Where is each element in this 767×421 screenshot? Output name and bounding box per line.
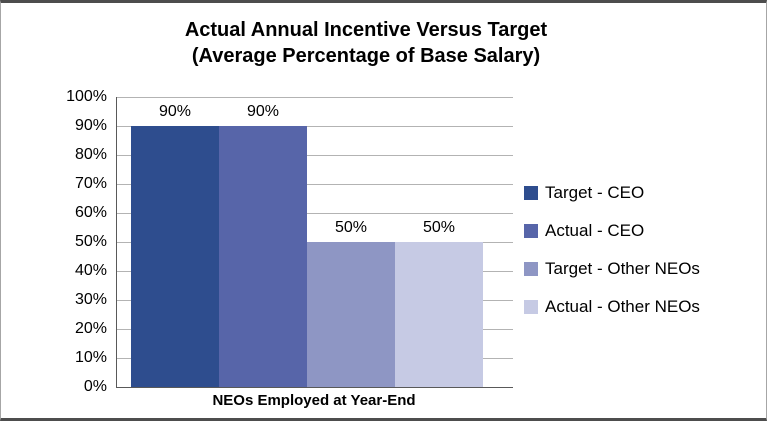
bar-actual-ceo: 90%: [219, 103, 307, 387]
y-tick-label: 20%: [74, 320, 107, 337]
gridline: [117, 184, 513, 185]
legend-label: Actual - CEO: [545, 221, 645, 240]
gridline: [117, 97, 513, 98]
plot-area: 90% 90% 50% 50%: [116, 97, 513, 388]
legend-label: Actual - Other NEOs: [545, 297, 700, 316]
bar-target-other-neos: 50%: [307, 219, 395, 387]
y-tick-label: 70%: [74, 175, 107, 192]
legend-item: Target - CEO: [524, 183, 700, 202]
bar-group: 90% 90% 50% 50%: [131, 103, 483, 387]
y-tick-label: 90%: [74, 117, 107, 134]
y-tick-label: 80%: [74, 146, 107, 163]
gridline: [117, 213, 513, 214]
legend-swatch-icon: [524, 262, 538, 276]
legend-item: Actual - Other NEOs: [524, 297, 700, 316]
legend-label: Target - CEO: [545, 183, 645, 202]
bar-actual-other-neos: 50%: [395, 219, 483, 387]
y-tick-label: 0%: [83, 378, 107, 395]
bar-target-ceo: 90%: [131, 103, 219, 387]
legend-swatch-icon: [524, 224, 538, 238]
y-tick-label: 60%: [74, 204, 107, 221]
bar-value-label: 90%: [246, 103, 280, 120]
legend-item: Target - Other NEOs: [524, 259, 700, 278]
bar-value-label: 50%: [334, 219, 368, 236]
legend-swatch-icon: [524, 186, 538, 200]
x-axis-title: NEOs Employed at Year-End: [212, 392, 416, 409]
y-tick-label: 10%: [74, 349, 107, 366]
y-axis: 0% 10% 20% 30% 40% 50% 60% 70% 80% 90% 100%: [1, 88, 107, 395]
legend-item: Actual - CEO: [524, 221, 700, 240]
legend-label: Target - Other NEOs: [545, 259, 700, 278]
y-tick-label: 30%: [74, 291, 107, 308]
y-tick-label: 50%: [74, 233, 107, 250]
gridline: [117, 155, 513, 156]
y-tick-label: 100%: [66, 88, 107, 105]
bar-value-label: 50%: [422, 219, 456, 236]
y-tick-label: 40%: [74, 262, 107, 279]
chart-title-block: Actual Annual Incentive Versus Target (A…: [1, 17, 731, 69]
legend: Target - CEO Actual - CEO Target - Other N…: [524, 183, 700, 336]
bar-value-label: 90%: [158, 103, 192, 120]
gridline: [117, 126, 513, 127]
chart-subtitle: (Average Percentage of Base Salary): [191, 45, 541, 67]
legend-swatch-icon: [524, 300, 538, 314]
chart-title: Actual Annual Incentive Versus Target: [184, 19, 548, 41]
